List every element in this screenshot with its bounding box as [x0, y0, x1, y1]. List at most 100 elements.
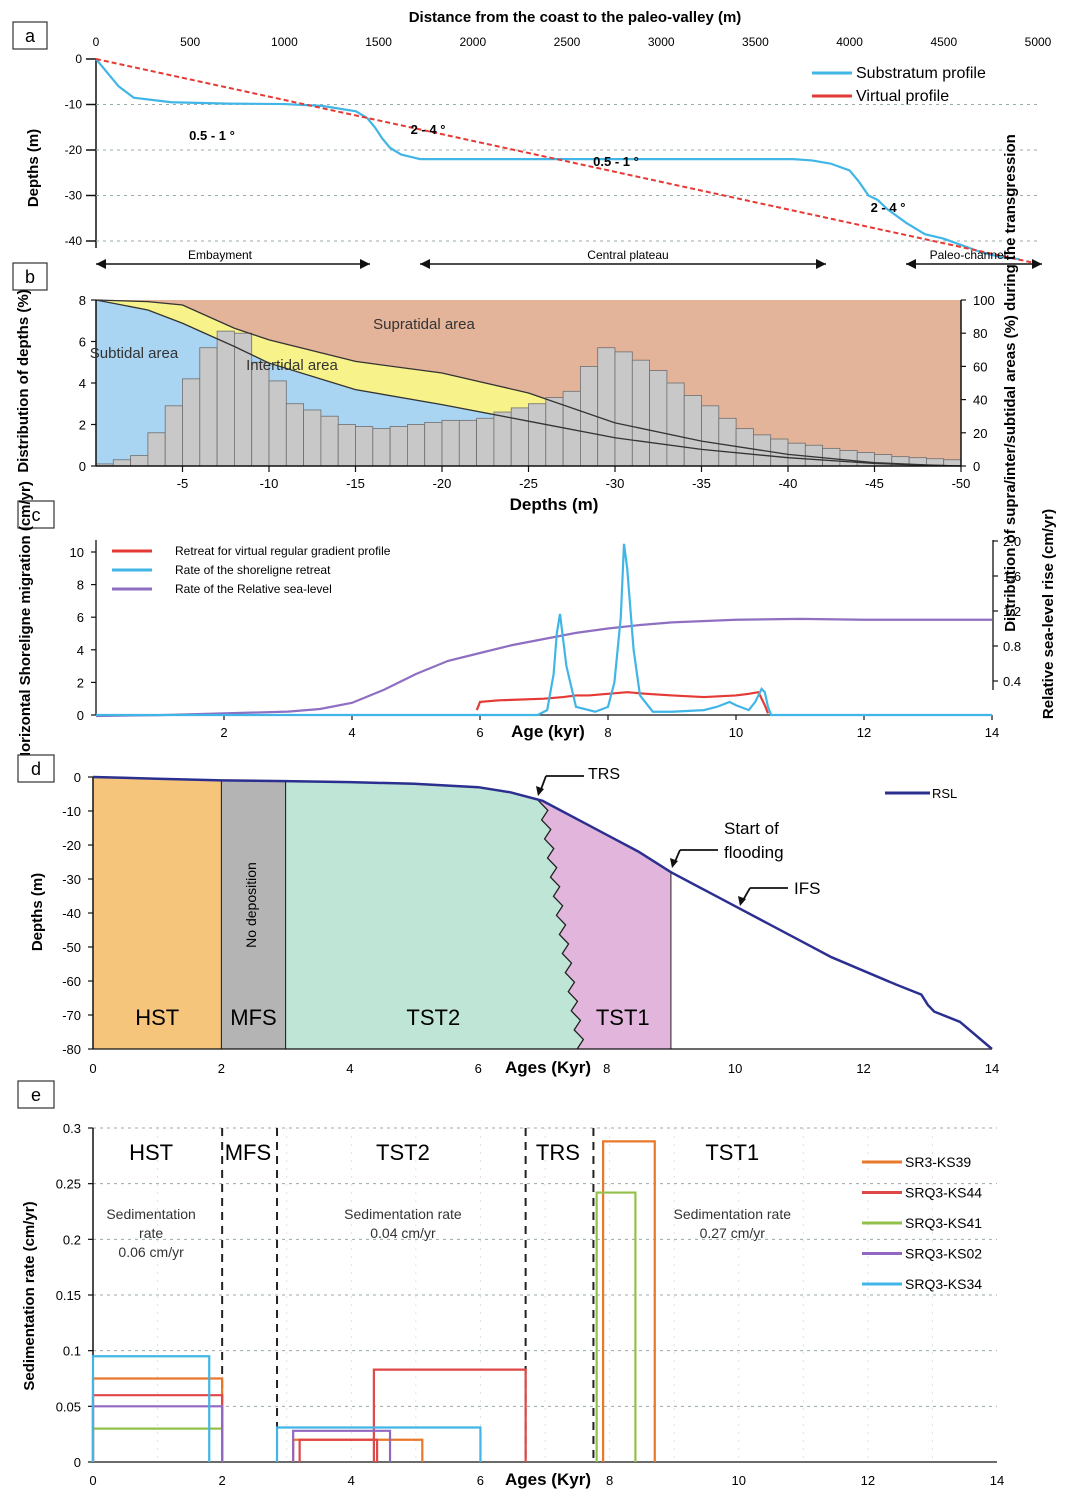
x-tick-label: 12 — [857, 725, 871, 740]
y2-tick-label: 60 — [973, 359, 987, 374]
x-tick-label: 0 — [89, 1061, 96, 1076]
x-tick-label: 2000 — [459, 35, 486, 49]
legend-label-shoreline-retreat: Rate of the shoreligne retreat — [175, 563, 331, 577]
x-tick-label: 1500 — [365, 35, 392, 49]
y-tick-label: 0.2 — [63, 1232, 81, 1247]
x-tick-label: 4000 — [836, 35, 863, 49]
phase-note-hst: Sedimentation — [106, 1206, 196, 1222]
svg-text:TRS: TRS — [588, 766, 620, 783]
x-tick-label: 8 — [606, 1473, 613, 1488]
y-tick-label: -10 — [65, 98, 83, 112]
slope-annotation-2: 2 - 4 ° — [411, 122, 446, 137]
x-tick-label: -15 — [346, 476, 365, 491]
panel-e-label-box — [17, 1080, 55, 1109]
y2-tick-label: 0.4 — [1003, 674, 1021, 689]
x-tick-label: 0 — [93, 35, 100, 49]
series-shoreline-retreat — [96, 543, 992, 717]
sed-block-sr3-ks39 — [602, 1140, 656, 1462]
y2-tick-label: 2.0 — [1003, 534, 1021, 549]
phase-label-hst: HST — [129, 1140, 173, 1165]
annotation-start-flooding-text: Start of flooding — [724, 819, 784, 862]
panel-e-label: e — [31, 1085, 41, 1105]
y-tick-label: 4 — [79, 376, 86, 391]
slope-annotation-4: 2 - 4 ° — [871, 200, 906, 215]
x-tick-label: 4 — [348, 1473, 355, 1488]
phase-label-tst2: TST2 — [376, 1140, 430, 1165]
phase-note-hst: rate — [139, 1225, 163, 1241]
trs-wavy-boundary — [538, 800, 585, 1050]
phase-note-tst1: Sedimentation rate — [673, 1206, 791, 1222]
histogram-bar — [804, 444, 823, 467]
y2-tick-label: 80 — [973, 326, 987, 341]
zone-label-tst2: TST2 — [406, 1005, 460, 1030]
histogram-bar — [216, 330, 235, 467]
sed-block-srq3-ks44 — [372, 1368, 527, 1462]
sed-block-srq3-ks34 — [275, 1426, 482, 1462]
y-tick-label: -20 — [65, 143, 83, 157]
series-substratum-profile — [95, 58, 1020, 261]
x-tick-label: 4500 — [930, 35, 957, 49]
legend-label-rsl-rate: Rate of the Relative sea-level — [175, 582, 332, 596]
x-tick-label: 12 — [856, 1061, 870, 1076]
panel-d-label: d — [31, 759, 41, 779]
y2-tick-label: 1.2 — [1003, 604, 1021, 619]
zone-label-mfs: MFS — [230, 1005, 276, 1030]
legend-label-srq3-ks02: SRQ3-KS02 — [905, 1246, 982, 1262]
x-tick-label: 3000 — [648, 35, 675, 49]
phase-label-trs: TRS — [536, 1140, 580, 1165]
histogram-bar — [476, 417, 495, 467]
legend-label-substratum: Substratum profile — [856, 65, 986, 82]
panel-d-xlabel: Ages (Kyr) — [505, 1058, 591, 1077]
panel-c-xlabel: Age (kyr) — [511, 722, 585, 741]
panel-d-label-box — [17, 754, 55, 783]
histogram-bar — [337, 424, 356, 467]
histogram-bar — [424, 422, 443, 467]
y-tick-label: 8 — [77, 578, 84, 593]
histogram-bar — [545, 397, 564, 467]
x-tick-label: 14 — [985, 1061, 999, 1076]
y-tick-label: -40 — [62, 906, 81, 921]
histogram-bar — [112, 459, 132, 467]
histogram-bar — [320, 415, 339, 467]
legend-label-srq3-ks41: SRQ3-KS41 — [905, 1215, 982, 1231]
y2-tick-label: 0.8 — [1003, 639, 1021, 654]
y-tick-label: -70 — [62, 1008, 81, 1023]
svg-text:IFS: IFS — [794, 879, 820, 898]
sed-block-srq3-ks02 — [91, 1405, 224, 1462]
histogram-bar — [182, 378, 201, 467]
y-tick-label: -30 — [65, 189, 83, 203]
x-tick-label: 1000 — [271, 35, 298, 49]
series-rsl-rate — [95, 617, 992, 718]
x-tick-label: -5 — [177, 476, 189, 491]
x-tick-label: 2 — [218, 1061, 225, 1076]
y-tick-label: 0.3 — [63, 1121, 81, 1136]
panel-a-title: Distance from the coast to the paleo-val… — [409, 9, 742, 26]
y2-tick-label: 40 — [973, 393, 987, 408]
histogram-bar — [597, 347, 616, 467]
x-tick-label: 500 — [180, 35, 200, 49]
legend-label-virtual-retreat: Retreat for virtual regular gradient pro… — [175, 544, 391, 558]
x-tick-label: 12 — [861, 1473, 875, 1488]
y2-tick-label: 20 — [973, 426, 987, 441]
x-tick-label: 10 — [729, 725, 743, 740]
legend-label-srq3-ks34: SRQ3-KS34 — [905, 1276, 982, 1292]
x-tick-label: 4 — [346, 1061, 353, 1076]
x-tick-label: 10 — [731, 1473, 745, 1488]
histogram-bar — [614, 351, 633, 467]
histogram-bar — [406, 424, 426, 467]
panel-b-ylabel: Distribution of depths (%) — [15, 289, 32, 472]
histogram-bar — [510, 407, 529, 467]
y-tick-label: -50 — [62, 940, 81, 955]
y-tick-label: 0 — [74, 1455, 81, 1470]
y-tick-label: 0 — [75, 52, 82, 66]
panel-b-xlabel: Depths (m) — [510, 495, 599, 514]
y-tick-label: -60 — [62, 974, 81, 989]
zone-embayment: Embayment — [188, 248, 253, 262]
y-tick-label: 6 — [77, 610, 84, 625]
phase-label-tst1: TST1 — [705, 1140, 759, 1165]
histogram-bar — [147, 432, 166, 467]
phase-label-mfs: MFS — [225, 1140, 271, 1165]
y2-tick-label: 0 — [973, 459, 980, 474]
x-tick-label: -20 — [433, 476, 452, 491]
histogram-bar — [441, 419, 460, 467]
